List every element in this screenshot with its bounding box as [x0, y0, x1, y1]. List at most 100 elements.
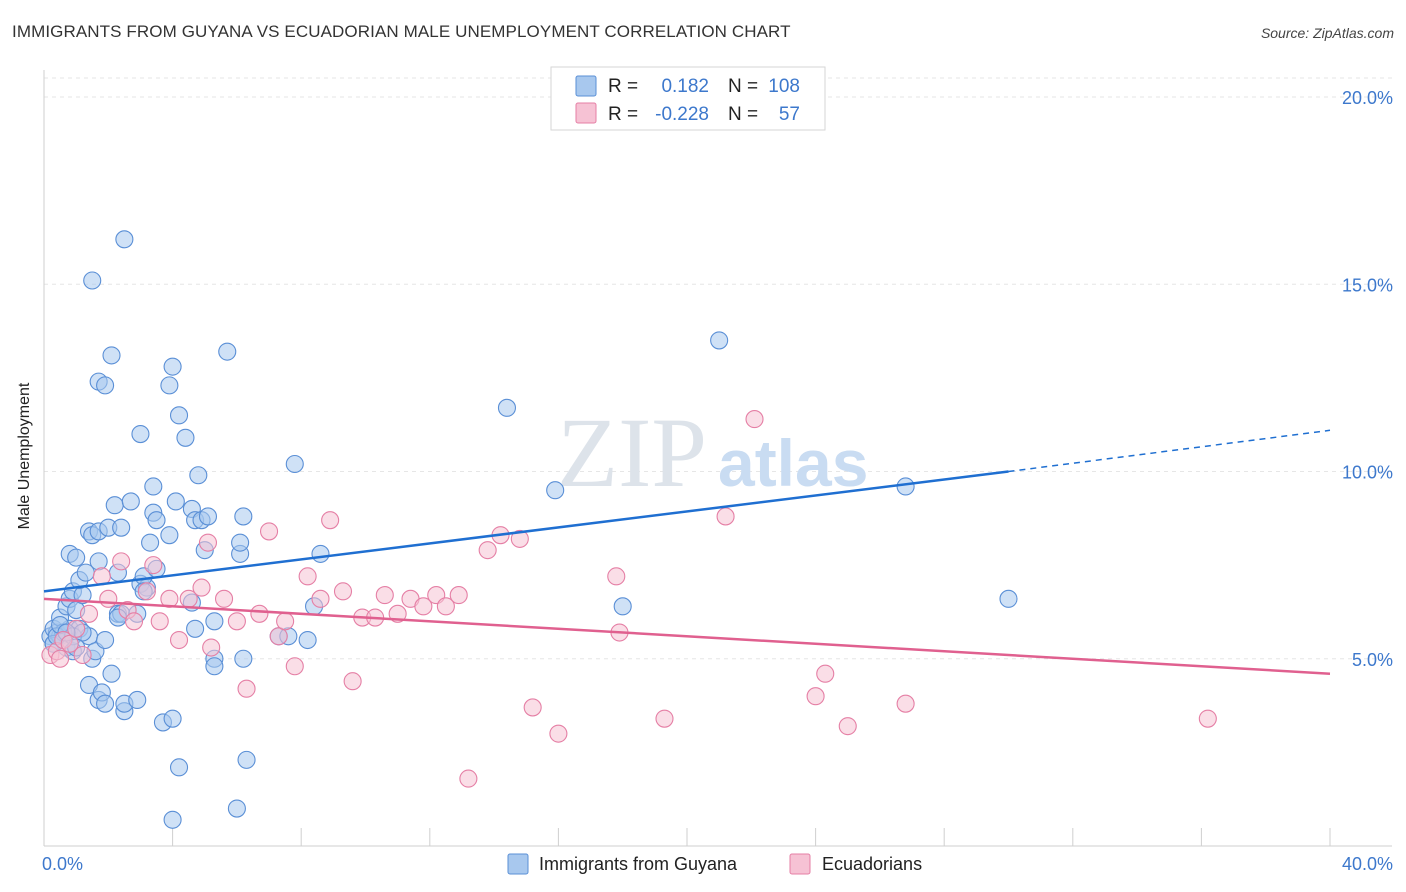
ecuadorians-point: [269, 627, 288, 646]
ecuadorians-point: [298, 567, 317, 586]
legend-r-value: -0.228: [655, 104, 709, 125]
trend-lines: [43, 429, 1331, 675]
guyana-point: [112, 518, 131, 537]
guyana-point: [141, 533, 160, 552]
ecuadorians-point: [655, 709, 674, 728]
legend-r-value: 0.182: [661, 76, 709, 97]
gridlines: [44, 77, 1392, 660]
legend-n-label: N =: [728, 104, 758, 125]
ecuadorians-point: [137, 582, 156, 601]
guyana-point: [497, 398, 517, 417]
guyana-point: [311, 544, 330, 563]
guyana-point: [546, 481, 565, 500]
stats-legend-box: R = 0.182 N = 108 R = -0.228 N = 57: [550, 66, 826, 131]
guyana-point: [298, 630, 317, 650]
ecuadorians-point: [144, 556, 163, 575]
guyana-point: [999, 589, 1018, 608]
ecuadorians-point: [1198, 709, 1217, 728]
guyana-point: [67, 548, 86, 567]
guyana-point: [115, 230, 134, 249]
ecuadorians-point: [250, 604, 269, 623]
legend-n-label: N =: [728, 76, 758, 97]
legend-swatch-pink: [575, 102, 597, 124]
guyana-point: [128, 690, 147, 709]
ecuadorians-trend-line: [43, 597, 1331, 675]
ecuadorians-point: [523, 698, 542, 717]
guyana-point: [234, 507, 253, 526]
ecuadorians-point: [375, 586, 394, 605]
guyana-point: [96, 694, 115, 713]
ecuadorians-point: [478, 541, 497, 560]
guyana-point: [227, 799, 246, 818]
legend-r-label: R =: [608, 76, 638, 97]
ecuadorians-point: [124, 612, 144, 631]
x-tick-label: 0.0%: [42, 854, 83, 874]
ecuadorians-point: [806, 687, 825, 706]
guyana-point: [102, 346, 121, 365]
legend-label-ecuadorians: Ecuadorians: [822, 854, 922, 874]
ecuadorians-point: [510, 529, 529, 548]
source-label: Source: ZipAtlas.com: [1260, 25, 1394, 41]
y-tick-label: 10.0%: [1342, 463, 1393, 483]
series-ecuadorians-points: [41, 410, 1217, 788]
guyana-point: [83, 271, 102, 290]
guyana-point: [163, 709, 182, 728]
ecuadorians-point: [192, 578, 211, 597]
guyana-point: [169, 406, 189, 425]
ecuadorians-point: [276, 612, 295, 631]
legend-swatch-ecuadorians: [789, 853, 811, 875]
ecuadorians-point: [202, 638, 221, 657]
guyana-point: [285, 454, 304, 474]
legend-n-value: 108: [768, 76, 800, 97]
guyana-point: [218, 342, 237, 361]
bottom-legend: Immigrants from Guyana Ecuadorians: [507, 853, 922, 875]
ecuadorians-point: [333, 582, 353, 601]
ecuadorians-point: [285, 657, 304, 676]
ecuadorians-point: [321, 511, 340, 530]
series-guyana-points: [41, 230, 1018, 829]
ecuadorians-point: [716, 507, 735, 526]
ecuadorians-point: [549, 724, 568, 743]
guyana-point: [89, 552, 108, 571]
ecuadorians-point: [816, 664, 835, 683]
watermark: ZIP atlas: [557, 397, 868, 508]
guyana-point: [231, 533, 250, 552]
ecuadorians-point: [607, 567, 626, 586]
guyana-point: [613, 597, 632, 616]
ecuadorians-point: [73, 645, 92, 665]
guyana-point: [121, 492, 140, 511]
guyana-point: [710, 331, 729, 350]
legend-swatch-guyana: [507, 853, 529, 875]
ecuadorians-point: [414, 597, 433, 616]
chart-title: IMMIGRANTS FROM GUYANA VS ECUADORIAN MAL…: [12, 22, 791, 41]
ecuadorians-point: [60, 634, 79, 653]
ecuadorians-point: [237, 679, 256, 698]
legend-label-guyana: Immigrants from Guyana: [539, 854, 738, 874]
ecuadorians-point: [838, 717, 857, 736]
y-axis-label: Male Unemployment: [16, 382, 33, 530]
guyana-point: [189, 466, 208, 485]
ecuadorians-point: [150, 612, 169, 631]
ecuadorians-point: [449, 586, 468, 605]
ecuadorians-point: [896, 694, 915, 713]
guyana-point: [176, 428, 195, 447]
guyana-point: [205, 657, 224, 676]
ecuadorians-point: [436, 597, 455, 616]
guyana-point: [105, 496, 124, 515]
legend-swatch-blue: [575, 75, 597, 97]
guyana-point: [896, 477, 915, 496]
guyana-point: [205, 612, 224, 631]
ecuadorians-point: [169, 630, 189, 650]
guyana-point: [198, 507, 218, 526]
ecuadorians-point: [99, 589, 118, 608]
ecuadorians-point: [51, 649, 70, 668]
legend-n-value: 57: [779, 104, 800, 125]
guyana-point: [186, 619, 205, 638]
guyana-point: [102, 664, 121, 683]
guyana-point: [131, 424, 150, 444]
x-tick-label: 40.0%: [1342, 854, 1393, 874]
guyana-point: [160, 376, 179, 395]
y-tick-label: 20.0%: [1342, 88, 1393, 108]
guyana-point: [237, 750, 256, 769]
